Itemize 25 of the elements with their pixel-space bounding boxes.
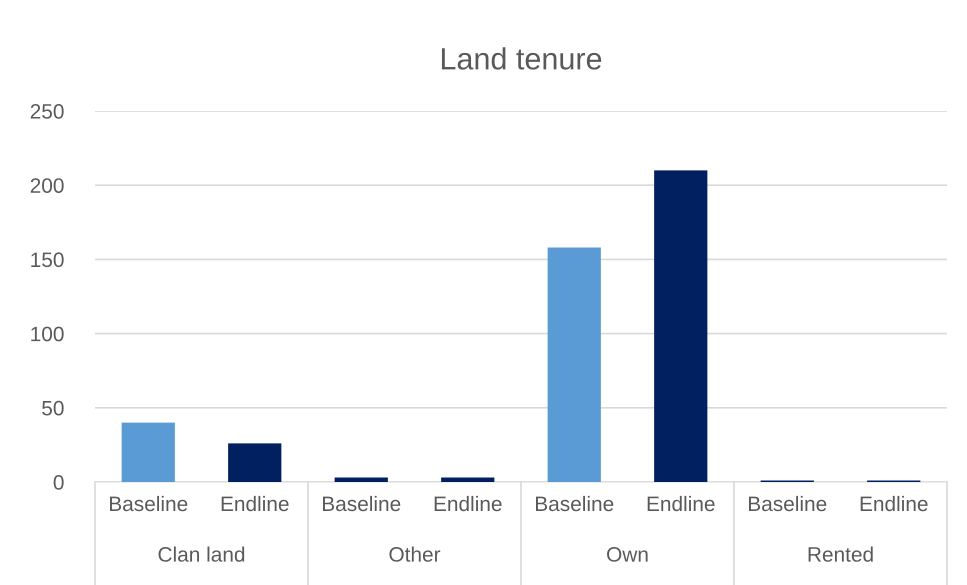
y-tick-label: 0: [54, 475, 64, 490]
text: Rented: [808, 546, 873, 562]
x-tick-label: Endline: [222, 496, 289, 512]
bar: [654, 170, 708, 482]
x-tick-label: Baseline: [536, 496, 614, 512]
x-tick-label: Baseline: [110, 496, 188, 512]
chart-title: Land tenure: [442, 47, 602, 70]
text: Own: [607, 547, 648, 562]
y-tick-label: 100: [31, 326, 64, 342]
text: Clan land: [158, 546, 244, 562]
x-tick-label: Baseline: [749, 496, 826, 512]
y-tick-label: 150: [31, 252, 64, 268]
text: Other: [389, 546, 440, 562]
y-tick-label: 250: [30, 104, 64, 119]
y-tick-label: 50: [42, 400, 64, 416]
y-tick-label: 200: [30, 178, 64, 193]
x-tick-label: Endline: [434, 496, 502, 512]
x-tick-label: Endline: [860, 496, 928, 512]
x-tick-label: Endline: [648, 496, 715, 512]
bar: [441, 478, 494, 482]
x-tick-label: Baseline: [323, 496, 400, 512]
bar: [122, 422, 175, 482]
bar: [548, 248, 601, 482]
bar: [334, 478, 388, 482]
bar: [228, 443, 282, 482]
